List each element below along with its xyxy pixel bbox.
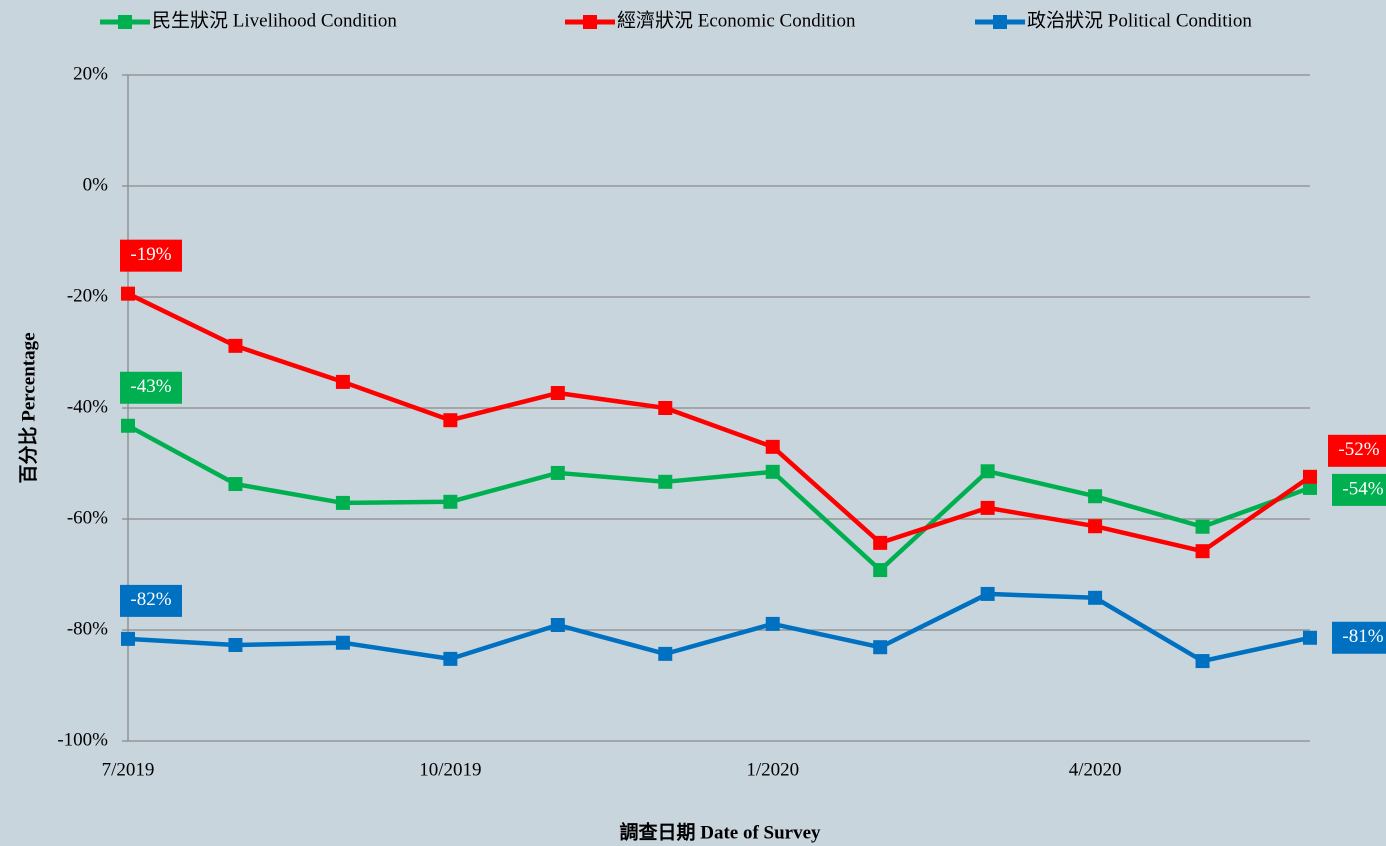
value-label: -52% <box>1338 439 1379 460</box>
value-label: -43% <box>130 376 171 397</box>
legend-marker <box>993 15 1007 29</box>
series-line <box>127 291 1312 554</box>
point-marker <box>980 464 995 479</box>
point-marker <box>765 464 780 479</box>
value-label: -81% <box>1342 626 1383 647</box>
point-marker <box>443 651 458 666</box>
x-tick-label: 10/2019 <box>419 759 481 780</box>
y-tick-label: -60% <box>67 507 108 528</box>
point-marker <box>335 374 350 389</box>
legend-label: 政治狀況 Political Condition <box>1027 9 1252 31</box>
value-label: -19% <box>130 244 171 265</box>
point-marker <box>658 401 673 415</box>
point-marker <box>335 495 350 510</box>
value-label: -82% <box>130 589 171 610</box>
y-tick-label: -80% <box>67 618 108 639</box>
y-tick-label: -20% <box>67 285 108 306</box>
x-tick-label: 1/2020 <box>746 759 799 780</box>
point-marker <box>335 635 350 650</box>
point-marker <box>1195 544 1210 559</box>
y-tick-label: -40% <box>67 396 108 417</box>
point-marker <box>228 338 243 353</box>
x-tick-label: 4/2020 <box>1069 759 1122 780</box>
point-marker <box>1088 590 1103 605</box>
x-tick-label: 7/2019 <box>102 759 155 780</box>
point-marker <box>443 494 458 509</box>
point-marker <box>1195 654 1210 669</box>
point-marker <box>1088 519 1103 534</box>
y-axis-title: 百分比 Percentage <box>17 332 39 483</box>
value-label-box <box>120 239 182 272</box>
series-line <box>127 591 1311 664</box>
value-label-box <box>1328 434 1386 467</box>
point-marker <box>765 616 780 631</box>
point-marker <box>765 439 780 454</box>
point-marker <box>121 631 135 646</box>
point-marker <box>1195 519 1210 534</box>
value-label-box <box>1332 473 1386 506</box>
point-marker <box>980 500 995 515</box>
point-marker <box>228 477 243 492</box>
x-axis-title: 調查日期 Date of Survey <box>619 820 821 843</box>
y-tick-label: 20% <box>73 63 108 84</box>
point-marker <box>121 286 135 301</box>
point-marker <box>873 640 888 655</box>
legend-label: 民生狀況 Livelihood Condition <box>152 9 397 31</box>
value-label-box <box>120 584 182 617</box>
point-marker <box>550 465 565 480</box>
legend-marker <box>583 15 597 29</box>
point-marker <box>1303 480 1317 495</box>
point-marker <box>228 637 243 652</box>
y-tick-label: 0% <box>83 174 109 195</box>
point-marker <box>121 418 135 433</box>
y-tick-label: -100% <box>57 729 108 750</box>
point-marker <box>1303 469 1317 484</box>
legend-marker <box>118 15 132 29</box>
point-marker <box>658 646 673 661</box>
point-marker <box>873 535 888 550</box>
point-marker <box>550 386 565 401</box>
series-line <box>126 423 1311 573</box>
value-label: -54% <box>1342 478 1383 499</box>
legend-label: 經濟狀況 Economic Condition <box>617 9 856 31</box>
point-marker <box>1088 489 1103 504</box>
point-marker <box>873 563 888 578</box>
point-marker <box>980 586 995 601</box>
point-marker <box>1303 630 1317 645</box>
point-marker <box>443 413 458 428</box>
value-label-box <box>1332 621 1386 654</box>
value-label-box <box>120 371 182 404</box>
point-marker <box>550 618 565 633</box>
point-marker <box>658 474 673 489</box>
